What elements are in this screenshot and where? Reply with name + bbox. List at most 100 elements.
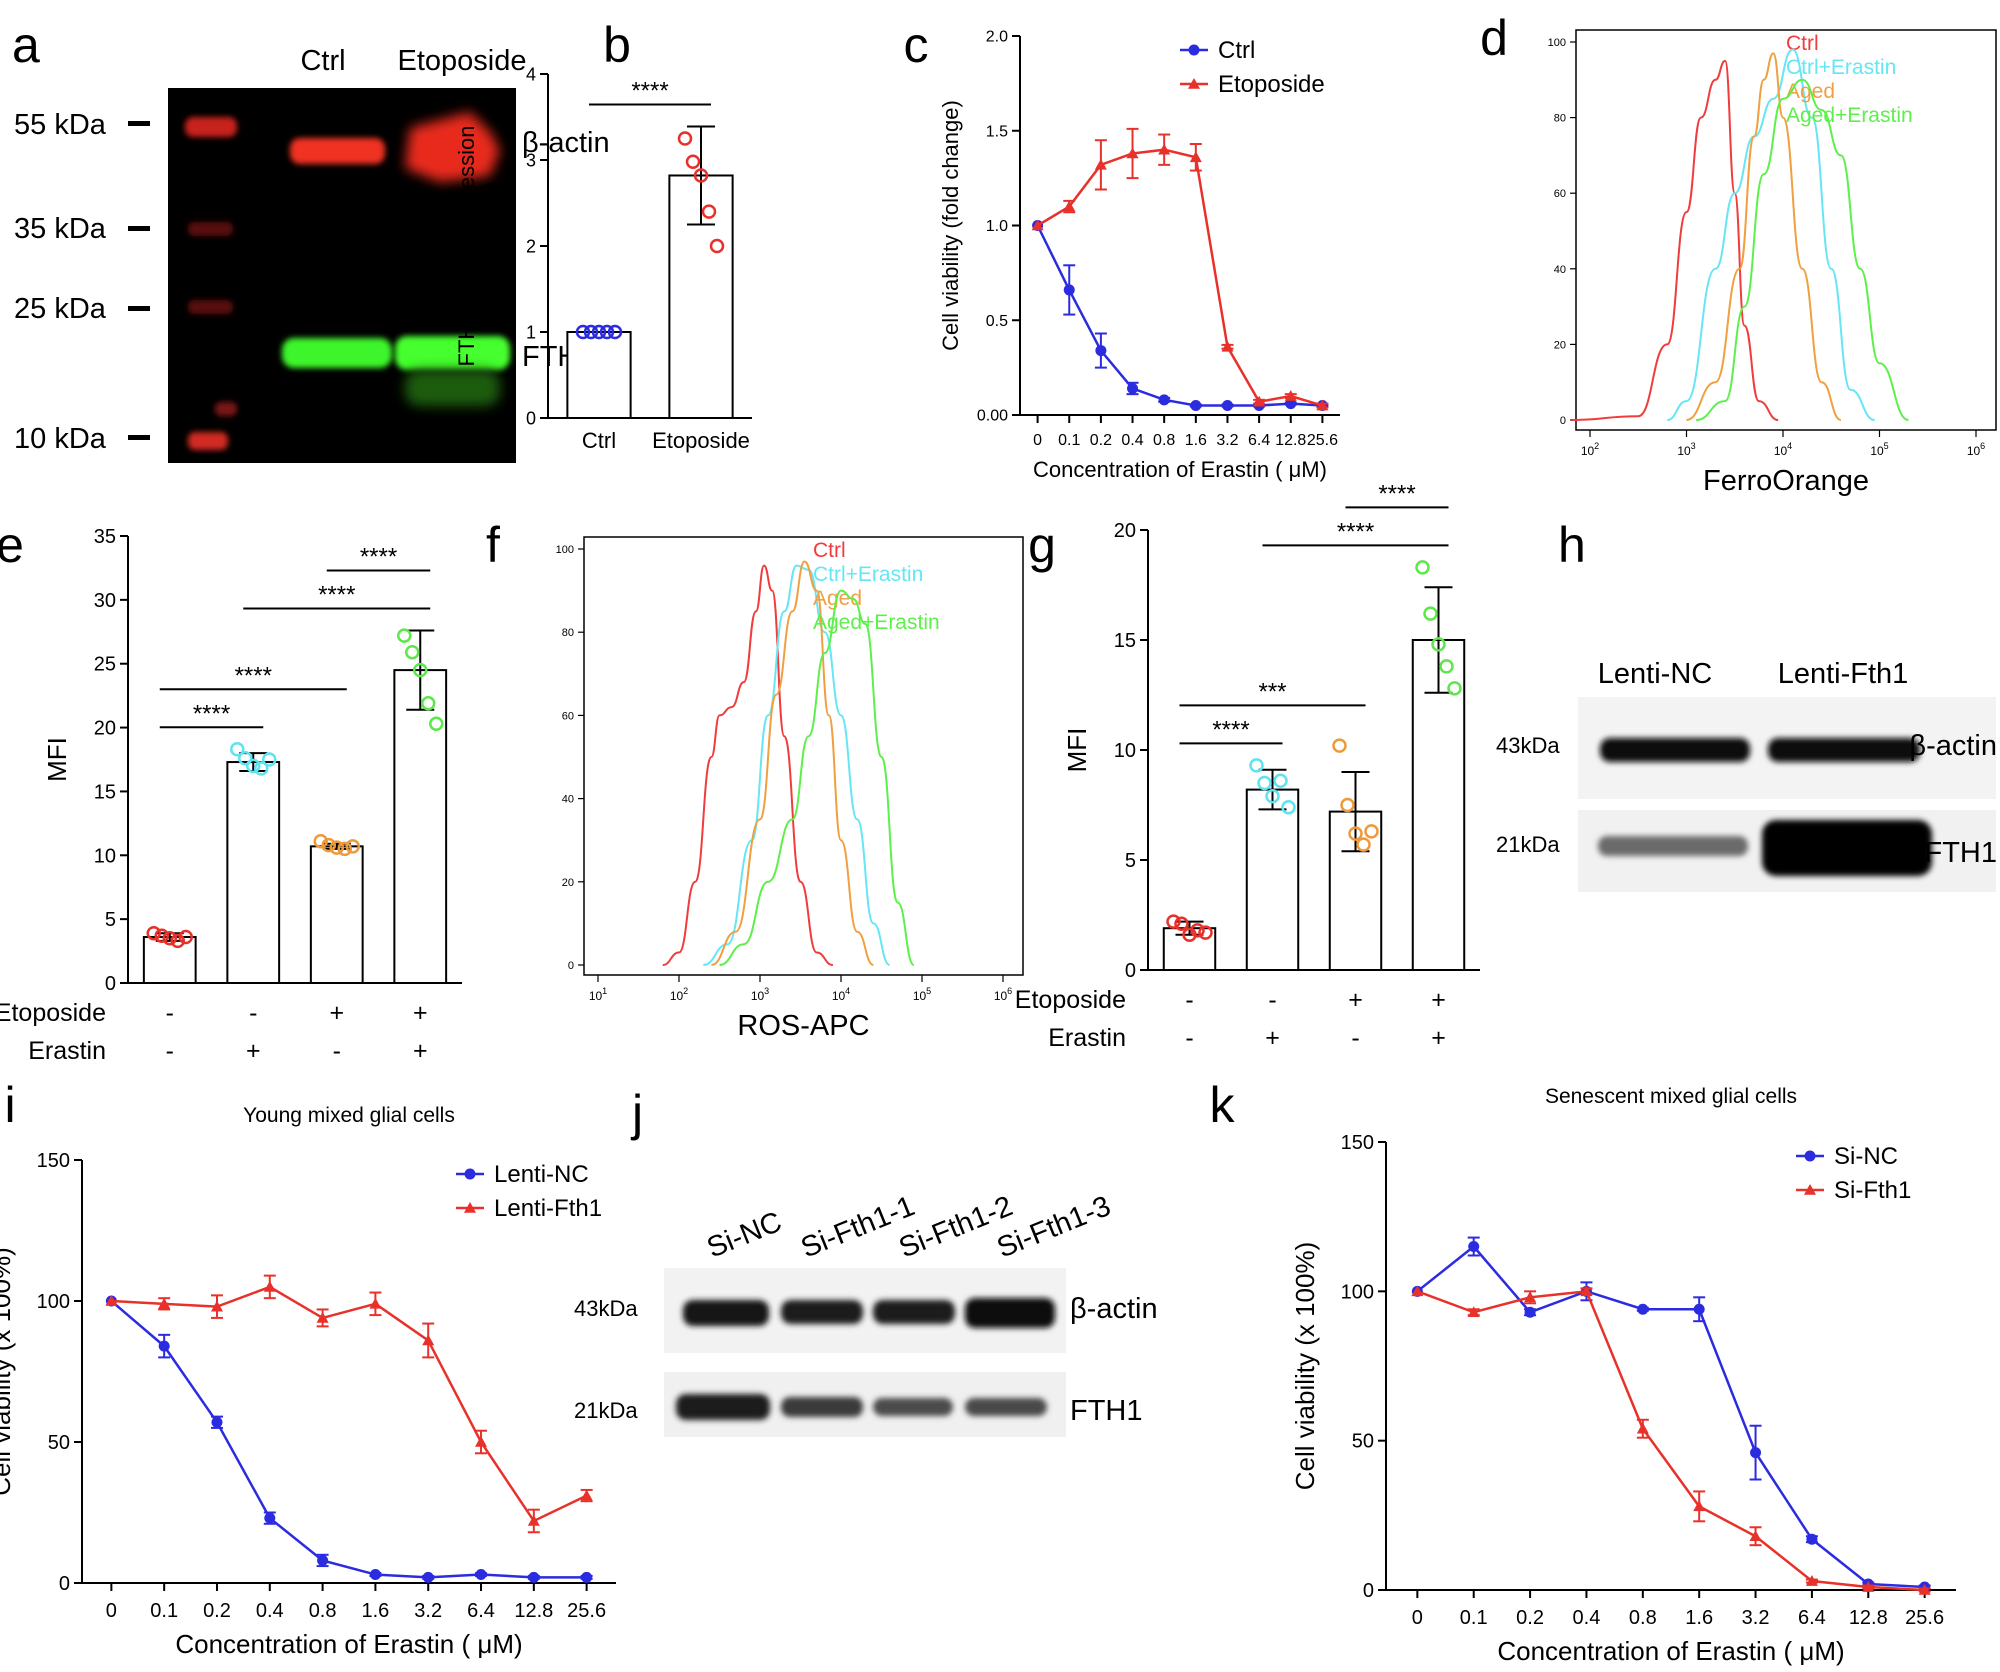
panel-h: h Lenti-NC Lenti-Fth1 43kDa 21kDa bbox=[1496, 517, 1996, 892]
panel-j: j Si-NC Si-Fth1-1 Si-Fth1-2 Si-Fth1-3 43… bbox=[574, 1085, 1158, 1437]
f-y-tick-label: 0 bbox=[568, 960, 574, 972]
e-bar bbox=[393, 669, 448, 984]
c-x-tick-label: 0.8 bbox=[1153, 432, 1175, 449]
f-histogram-curve bbox=[711, 560, 874, 966]
i-y-tick-label: 50 bbox=[48, 1432, 70, 1454]
i-title: Young mixed glial cells bbox=[243, 1104, 455, 1127]
i-y-tick-label: 100 bbox=[37, 1291, 70, 1313]
k-x-tick-label: 0.2 bbox=[1516, 1607, 1544, 1629]
k-x-tick-label: 25.6 bbox=[1905, 1607, 1944, 1629]
g-data-point bbox=[1447, 681, 1462, 696]
k-x-tick-label: 0.8 bbox=[1629, 1607, 1657, 1629]
i-data-point bbox=[263, 1280, 276, 1292]
panel-h-letter: h bbox=[1558, 517, 1586, 573]
e-data-point bbox=[246, 758, 261, 774]
b-data-point bbox=[583, 324, 599, 340]
g-condition-sign: - bbox=[1351, 1024, 1359, 1052]
g-condition-sign: - bbox=[1268, 986, 1276, 1014]
blot-j-fth1-lane2 bbox=[781, 1397, 863, 1417]
k-data-point bbox=[1806, 1533, 1818, 1545]
ladder-band-15 bbox=[215, 402, 237, 416]
i-y-label: Cell viability (x 100%) bbox=[0, 1247, 16, 1496]
b-data-point bbox=[575, 324, 591, 340]
i-data-point bbox=[105, 1295, 118, 1306]
d-y-tick-label: 80 bbox=[1554, 113, 1566, 125]
g-data-point bbox=[1265, 788, 1280, 804]
k-y-tick-label: 100 bbox=[1341, 1281, 1374, 1303]
chart-k: k Senescent mixed glial cells 0 50 100 150 0 0.… bbox=[1210, 1077, 1956, 1666]
b-x-tick-label: Ctrl bbox=[582, 428, 616, 453]
c-data-point bbox=[1031, 219, 1044, 231]
i-x-label: Concentration of Erastin ( μM) bbox=[175, 1629, 522, 1659]
c-data-point bbox=[1316, 399, 1329, 411]
k-y-tick-label: 50 bbox=[1352, 1431, 1374, 1453]
g-significance-stars: **** bbox=[1212, 716, 1249, 743]
k-x-tick-label: 1.6 bbox=[1685, 1607, 1713, 1629]
i-x-tick-label: 1.6 bbox=[361, 1600, 389, 1622]
i-x-tick-label: 0.8 bbox=[309, 1600, 337, 1622]
e-data-point bbox=[421, 696, 436, 711]
marker-tick bbox=[128, 226, 150, 231]
g-y-tick-label: 20 bbox=[1114, 520, 1136, 542]
c-y-label: Cell viability (fold change) bbox=[938, 100, 963, 351]
c-data-point bbox=[1221, 340, 1234, 352]
blot-j-lane-2: Si-Fth1-1 bbox=[797, 1190, 920, 1264]
e-data-point bbox=[254, 761, 269, 776]
c-data-point bbox=[1095, 345, 1107, 357]
e-data-point bbox=[230, 742, 245, 757]
blot-j-lane-4: Si-Fth1-3 bbox=[993, 1190, 1116, 1264]
e-data-point bbox=[413, 662, 428, 678]
k-data-point bbox=[1468, 1241, 1480, 1253]
c-x-tick-label: 0 bbox=[1033, 432, 1042, 449]
d-x-tick-label: 103 bbox=[1677, 441, 1695, 458]
g-data-point bbox=[1190, 923, 1205, 938]
i-x-tick-label: 12.8 bbox=[514, 1600, 553, 1622]
chart-d: d 0 20 40 60 80 100 102 103 104 105 106 FerroOrange C… bbox=[1480, 10, 1997, 497]
c-y-tick-label: 1.5 bbox=[986, 123, 1008, 140]
f-y-tick-label: 100 bbox=[556, 544, 574, 556]
f-legend-label: Ctrl bbox=[813, 539, 846, 562]
c-y-tick-label: 0.5 bbox=[986, 313, 1008, 330]
c-data-point bbox=[1285, 398, 1297, 410]
blot-h-actin-fth1 bbox=[1768, 738, 1920, 762]
g-y-tick-label: 5 bbox=[1125, 850, 1136, 872]
e-condition-label: Etoposide bbox=[0, 999, 106, 1027]
k-y-tick-label: 0 bbox=[1363, 1580, 1374, 1602]
i-data-point bbox=[580, 1489, 593, 1501]
f-x-tick-label: 102 bbox=[670, 986, 688, 1003]
k-x-tick-label: 12.8 bbox=[1849, 1607, 1888, 1629]
c-data-point bbox=[1189, 151, 1202, 163]
d-y-tick-label: 0 bbox=[1560, 415, 1566, 427]
c-legend-label: Etoposide bbox=[1218, 71, 1325, 98]
g-data-point bbox=[1340, 797, 1355, 813]
b-y-tick-label: 1 bbox=[526, 322, 536, 342]
g-data-point bbox=[1249, 758, 1264, 773]
k-data-point bbox=[1750, 1447, 1762, 1459]
e-data-point bbox=[345, 839, 360, 854]
g-data-point bbox=[1174, 916, 1189, 932]
g-data-point bbox=[1273, 773, 1288, 789]
blot-h-lane-nc: Lenti-NC bbox=[1598, 658, 1712, 690]
f-x-tick-label: 103 bbox=[751, 986, 769, 1003]
blot-j-actin-lane3 bbox=[873, 1300, 955, 1324]
marker-tick bbox=[128, 435, 150, 440]
e-significance-stars: **** bbox=[193, 700, 230, 727]
blot-h-fth1-nc bbox=[1598, 836, 1748, 856]
blot-a-marker-10: 10 kDa bbox=[14, 423, 107, 455]
b-data-point bbox=[701, 204, 717, 219]
g-data-point bbox=[1332, 738, 1347, 753]
chart-b: b 0 1 2 3 4 FTH1 protein expression(fold chang… bbox=[454, 17, 752, 453]
f-y-tick-label: 80 bbox=[562, 627, 574, 639]
d-x-tick-label: 104 bbox=[1774, 441, 1792, 458]
panel-d-letter: d bbox=[1480, 10, 1508, 66]
e-data-point bbox=[162, 931, 177, 946]
g-significance-stars: **** bbox=[1378, 480, 1415, 507]
k-x-tick-label: 0.1 bbox=[1460, 1607, 1488, 1629]
i-x-tick-label: 0.2 bbox=[203, 1600, 231, 1622]
b-data-point bbox=[693, 168, 709, 183]
d-legend-label: Ctrl+Erastin bbox=[1786, 56, 1896, 79]
g-data-point bbox=[1198, 925, 1213, 940]
k-data-point bbox=[1862, 1581, 1875, 1592]
e-condition-label: Erastin bbox=[28, 1037, 106, 1065]
e-condition-sign: + bbox=[329, 999, 344, 1027]
